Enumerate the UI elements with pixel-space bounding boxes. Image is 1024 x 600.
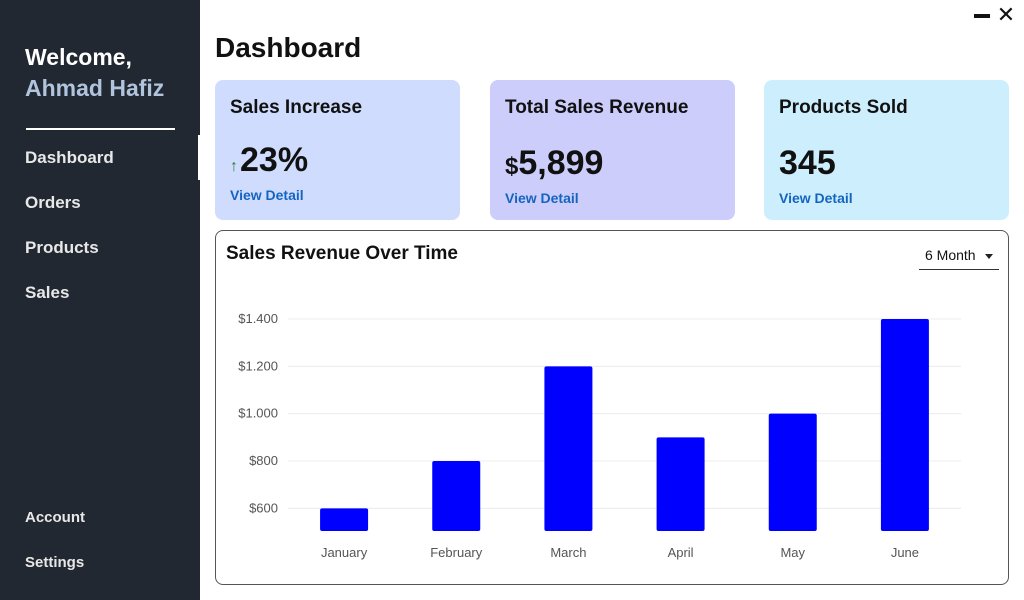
welcome-message: Welcome, Ahmad Hafiz <box>25 42 164 104</box>
x-tick-label-march: March <box>550 545 586 560</box>
card-total-sales-revenue: Total Sales Revenue $5,899 View Detail <box>490 80 735 220</box>
close-button[interactable]: ✕ <box>995 4 1017 26</box>
range-select-dropdown[interactable]: 6 Month <box>919 243 999 270</box>
view-detail-link[interactable]: View Detail <box>505 190 579 206</box>
bar-april[interactable] <box>656 437 705 531</box>
sidebar: Welcome, Ahmad Hafiz Dashboard Orders Pr… <box>0 0 200 600</box>
card-title: Products Sold <box>779 97 908 118</box>
arrow-up-icon: ↑ <box>230 158 238 175</box>
y-tick-label: $1.400 <box>238 311 278 326</box>
x-tick-label-may: May <box>780 545 805 560</box>
range-select-value: 6 Month <box>925 247 976 263</box>
sidebar-item-settings[interactable]: Settings <box>25 554 85 571</box>
page-title: Dashboard <box>215 32 362 63</box>
y-tick-label: $1.200 <box>238 358 278 373</box>
x-tick-label-june: June <box>891 545 919 560</box>
chart-title: Sales Revenue Over Time <box>226 243 458 264</box>
x-tick-label-february: February <box>430 545 483 560</box>
view-detail-link[interactable]: View Detail <box>230 187 304 203</box>
bar-may[interactable] <box>768 413 817 531</box>
minimize-icon <box>974 14 990 18</box>
bar-january[interactable] <box>320 508 369 531</box>
sidebar-item-dashboard[interactable]: Dashboard <box>25 148 114 167</box>
y-tick-label: $1.000 <box>238 406 278 421</box>
currency-symbol: $ <box>505 153 519 180</box>
user-name: Ahmad Hafiz <box>25 75 165 101</box>
active-nav-indicator <box>198 135 202 180</box>
y-tick-label: $600 <box>249 500 278 515</box>
x-tick-label-january: January <box>321 545 368 560</box>
x-tick-label-april: April <box>668 545 694 560</box>
bar-february[interactable] <box>432 461 481 531</box>
card-sales-increase: Sales Increase ↑23% View Detail <box>215 80 460 220</box>
card-value: ↑23% <box>230 141 308 180</box>
sidebar-item-account[interactable]: Account <box>25 509 85 526</box>
card-products-sold: Products Sold 345 View Detail <box>764 80 1009 220</box>
bar-march[interactable] <box>544 366 593 531</box>
card-value: $5,899 <box>505 144 603 183</box>
total-revenue-value: 5,899 <box>518 144 604 182</box>
y-tick-label: $800 <box>249 453 278 468</box>
chevron-down-icon <box>985 254 993 259</box>
bar-chart: $600 $800 $1.000 $1.200 $1.400 January Februar… <box>238 311 961 560</box>
sales-revenue-chart-panel: Sales Revenue Over Time 6 Month $600 $800… <box>215 230 1009 585</box>
sidebar-divider <box>26 128 175 130</box>
view-detail-link[interactable]: View Detail <box>779 190 853 206</box>
sidebar-item-sales[interactable]: Sales <box>25 283 70 302</box>
card-title: Sales Increase <box>230 97 363 118</box>
bar-june[interactable] <box>880 319 929 531</box>
sales-increase-value: 23% <box>240 141 309 179</box>
minimize-button[interactable] <box>971 4 993 26</box>
card-title: Total Sales Revenue <box>505 97 689 118</box>
sidebar-item-orders[interactable]: Orders <box>25 193 81 212</box>
close-icon: ✕ <box>996 2 1016 27</box>
products-sold-value: 345 <box>779 144 836 182</box>
welcome-label: Welcome, <box>25 44 132 70</box>
sidebar-item-products[interactable]: Products <box>25 238 99 257</box>
